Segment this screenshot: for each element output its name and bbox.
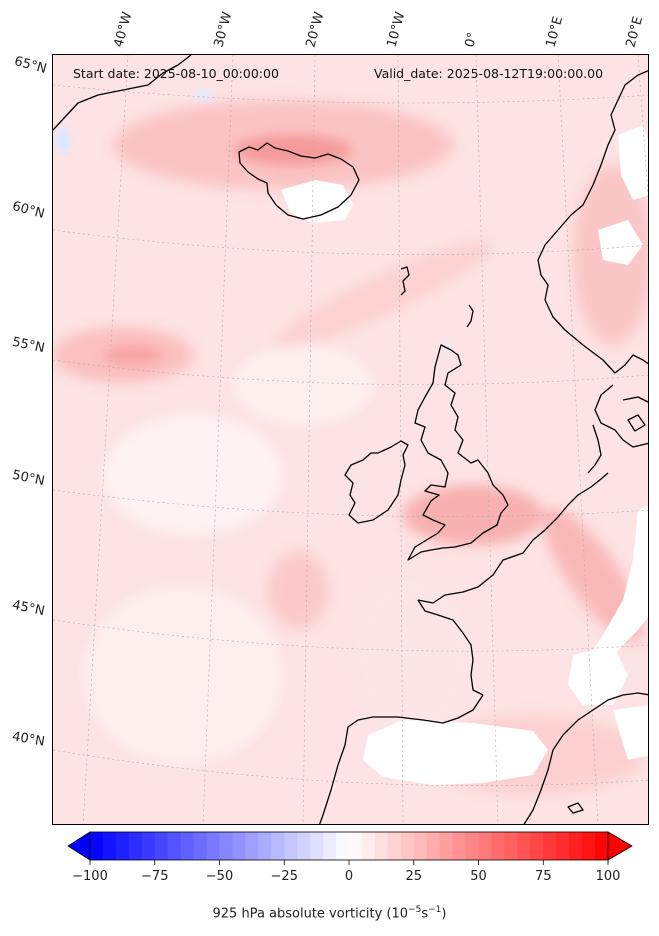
colorbar-cell bbox=[349, 832, 363, 860]
coast-iberia-east bbox=[552, 692, 648, 751]
vorticity-map bbox=[53, 55, 648, 824]
colorbar-tick-label: 100 bbox=[596, 869, 621, 884]
colorbar-cell bbox=[582, 832, 596, 860]
colorbar-extend-low bbox=[67, 831, 91, 861]
colorbar-cell bbox=[310, 832, 324, 860]
coast-iceland bbox=[238, 142, 360, 220]
coast-greenland bbox=[53, 55, 192, 131]
colorbar-cell bbox=[439, 832, 454, 860]
coast-baltic bbox=[622, 396, 648, 403]
lon-label-10w: 10°W bbox=[384, 10, 409, 49]
colorbar-cell bbox=[361, 832, 376, 860]
colorbar-cell bbox=[245, 832, 259, 860]
lat-label-40n: 40°N bbox=[10, 729, 46, 750]
colorbar-cell bbox=[297, 832, 311, 860]
colorbar-cell bbox=[284, 832, 298, 860]
start-date-label: Start date: 2025-08-10_00:00:00 bbox=[73, 66, 279, 81]
colorbar-cell bbox=[115, 832, 130, 860]
masked-terrain bbox=[281, 125, 648, 785]
colorbar-label: 925 hPa absolute vorticity (10−5s−1) bbox=[212, 905, 447, 922]
colorbar-extend-high bbox=[607, 831, 633, 861]
coast-great-britain bbox=[407, 344, 509, 561]
coast-faroes bbox=[400, 266, 410, 296]
colorbar-cell bbox=[491, 832, 505, 860]
lon-label-40w: 40°W bbox=[111, 10, 136, 49]
lon-label-20w: 20°W bbox=[303, 10, 328, 49]
valid-date-label: Valid_date: 2025-08-12T19:00:00.00 bbox=[374, 66, 604, 81]
coast-islands bbox=[627, 414, 646, 432]
colorbar-cell bbox=[530, 832, 544, 860]
colorbar-cell bbox=[167, 832, 182, 860]
lon-label-20e: 20°E bbox=[623, 14, 647, 50]
lat-label-45n: 45°N bbox=[10, 597, 46, 620]
colorbar-cell bbox=[400, 832, 415, 860]
colorbar-tick-label: 75 bbox=[535, 869, 552, 884]
colorbar-cell bbox=[154, 832, 169, 860]
lat-label-60n: 60°N bbox=[10, 199, 47, 222]
coast-shetland bbox=[466, 304, 474, 328]
coast-jutland bbox=[587, 424, 602, 474]
colorbar-cell bbox=[90, 832, 104, 860]
colorbar-cell bbox=[336, 832, 350, 860]
lon-label-10e: 10°E bbox=[543, 14, 567, 50]
coastlines bbox=[53, 55, 648, 824]
colorbar-cell bbox=[426, 832, 441, 860]
lon-label-30w: 30°W bbox=[211, 10, 236, 49]
colorbar-cell bbox=[180, 832, 195, 860]
colorbar-tick-label: −50 bbox=[206, 869, 233, 884]
colorbar-cell bbox=[141, 832, 156, 860]
vorticity-field bbox=[53, 55, 648, 824]
colorbar-cell bbox=[258, 832, 272, 860]
field-blob-azores bbox=[268, 552, 328, 628]
colorbar-tick-label: 0 bbox=[345, 869, 353, 884]
coast-denmark bbox=[594, 384, 648, 448]
colorbar-ticks: −100 −75 −50 −25 0 25 50 75 100 bbox=[72, 860, 620, 884]
field-blob-uk bbox=[403, 485, 543, 545]
colorbar-cell bbox=[452, 832, 467, 860]
colorbar-cell bbox=[102, 832, 117, 860]
graticule bbox=[53, 55, 648, 824]
coast-brittany bbox=[417, 599, 484, 696]
colorbar-cell bbox=[219, 832, 233, 860]
colorbar-cell bbox=[478, 832, 492, 860]
colorbar: −100 −75 −50 −25 0 25 50 75 100 bbox=[67, 831, 633, 884]
colorbar-cell bbox=[387, 832, 402, 860]
colorbar-tick-label: −25 bbox=[271, 869, 298, 884]
colorbar-cell bbox=[232, 832, 246, 860]
colorbar-cell bbox=[271, 832, 285, 860]
colorbar-tick-label: −75 bbox=[141, 869, 168, 884]
coast-iberia bbox=[319, 694, 484, 824]
colorbar-cell bbox=[413, 832, 428, 860]
colorbar-cell bbox=[374, 832, 389, 860]
colorbar-cell bbox=[128, 832, 143, 860]
colorbar-cell bbox=[206, 832, 220, 860]
field-negative-patch bbox=[55, 126, 71, 154]
colorbar-cell bbox=[465, 832, 479, 860]
lat-label-55n: 55°N bbox=[10, 334, 46, 357]
coast-france bbox=[417, 472, 609, 604]
colorbar-cell bbox=[543, 832, 557, 860]
colorbar-cell bbox=[595, 832, 609, 860]
coast-ireland bbox=[344, 440, 409, 524]
colorbar-cells bbox=[90, 832, 609, 860]
colorbar-cell bbox=[569, 832, 583, 860]
lat-label-65n: 65°N bbox=[12, 54, 49, 77]
colorbar-cell bbox=[517, 832, 531, 860]
colorbar-cell bbox=[556, 832, 570, 860]
coast-mediterranean bbox=[523, 749, 554, 824]
coast-balearics bbox=[567, 802, 584, 814]
colorbar-cell bbox=[504, 832, 518, 860]
coast-norway bbox=[537, 70, 648, 374]
map-panel bbox=[52, 54, 649, 825]
colorbar-tick-label: 25 bbox=[405, 869, 422, 884]
lat-label-50n: 50°N bbox=[10, 467, 46, 490]
colorbar-cell bbox=[193, 832, 208, 860]
colorbar-tick-label: 50 bbox=[470, 869, 487, 884]
colorbar-cell bbox=[323, 832, 337, 860]
lon-label-0: 0° bbox=[462, 30, 481, 49]
colorbar-tick-label: −100 bbox=[72, 869, 108, 884]
